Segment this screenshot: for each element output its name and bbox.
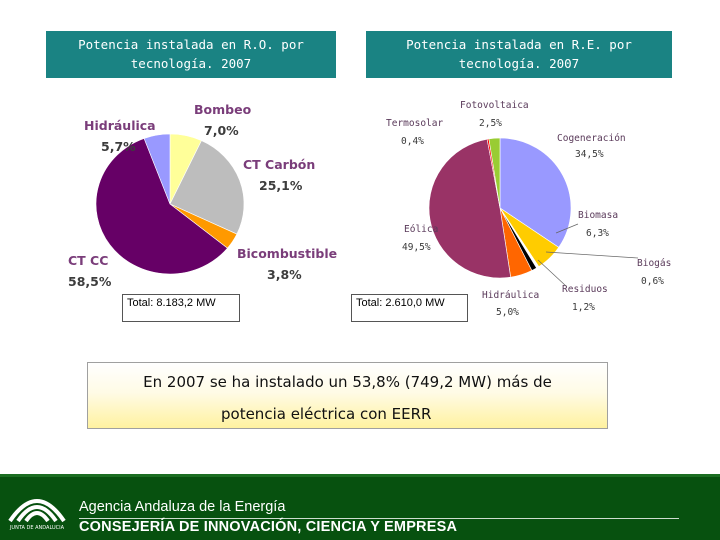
agency-name: Agencia Andaluza de la Energía: [79, 499, 286, 515]
re-slice-cogeneracion: [499, 137, 572, 248]
ro-slice-hidraulica: [143, 133, 171, 205]
left-chart-title: Potencia instalada en R.O. por tecnologí…: [46, 31, 336, 78]
re-slice-eolica: [428, 138, 512, 279]
value-residuos: 1,2%: [572, 302, 595, 313]
right-chart-title: Potencia instalada en R.E. por tecnologí…: [366, 31, 672, 78]
footer-divider: [79, 518, 679, 519]
value-cogeneracion: 34,5%: [575, 149, 604, 160]
highlight-line1: En 2007 se ha instalado un 53,8% (749,2 …: [143, 373, 552, 391]
value-ct-carbon: 25,1%: [259, 178, 303, 193]
highlight-line2: potencia eléctrica con EERR: [221, 405, 432, 423]
footer-bar: JUNTA DE ANDALUCIA Agencia Andaluza de l…: [0, 474, 720, 540]
re-total-box: Total: 2.610,0 MW: [351, 294, 468, 322]
leader-residuos: [537, 259, 567, 287]
re-slice-fotovoltaica: [488, 137, 501, 209]
label-ct-cc: CT CC: [68, 253, 108, 268]
value-fotovoltaica: 2,5%: [479, 118, 502, 129]
value-hidraulica-ro: 5,7%: [101, 139, 136, 154]
label-ct-carbon: CT Carbón: [243, 157, 315, 172]
label-fotovoltaica: Fotovoltaica: [460, 100, 529, 111]
value-termosolar: 0,4%: [401, 136, 424, 147]
value-biomasa: 6,3%: [586, 228, 609, 239]
arch-icon: [8, 499, 66, 523]
value-biogas: 0,6%: [641, 276, 664, 287]
junta-andalucia-logo: JUNTA DE ANDALUCIA: [4, 485, 70, 535]
ro-slice-ct-carbon: [169, 140, 245, 235]
right-title-line2: tecnología. 2007: [458, 56, 580, 71]
value-ct-cc: 58,5%: [68, 274, 112, 289]
ministry-name: CONSEJERÍA DE INNOVACIÓN, CIENCIA Y EMPR…: [79, 519, 458, 535]
label-bicombustible: Bicombustible: [237, 246, 337, 261]
ro-pie-chart: Bombeo 7,0% CT Carbón 25,1% Bicombustibl…: [68, 102, 337, 289]
label-hidraulica-ro: Hidráulica: [84, 118, 156, 133]
value-bombeo: 7,0%: [204, 123, 239, 138]
label-residuos: Residuos: [562, 284, 608, 295]
ro-slice-ct-cc: [95, 138, 228, 275]
leader-biogas: [545, 251, 639, 259]
label-cogeneracion: Cogeneración: [557, 133, 626, 144]
highlight-box: En 2007 se ha instalado un 53,8% (749,2 …: [87, 362, 608, 429]
left-title-line2: tecnología. 2007: [130, 56, 252, 71]
ro-total-box: Total: 8.183,2 MW: [122, 294, 240, 322]
label-hidraulica-re: Hidráulica: [482, 290, 539, 301]
label-biomasa: Biomasa: [578, 210, 618, 221]
value-bicombustible: 3,8%: [267, 267, 302, 282]
value-eolica: 49,5%: [402, 242, 431, 253]
right-title-line1: Potencia instalada en R.E. por: [406, 37, 632, 52]
leader-biomasa: [555, 223, 579, 234]
left-title-line1: Potencia instalada en R.O. por: [78, 37, 304, 52]
label-biogas: Biogás: [637, 258, 671, 269]
logo-text: JUNTA DE ANDALUCIA: [9, 525, 65, 531]
label-bombeo: Bombeo: [194, 102, 252, 117]
label-eolica: Eólica: [404, 224, 438, 235]
re-pie-chart: Cogeneración 34,5% Biomasa 6,3% Biogás 0…: [386, 100, 671, 318]
value-hidraulica-re: 5,0%: [496, 307, 519, 318]
label-termosolar: Termosolar: [386, 118, 443, 129]
